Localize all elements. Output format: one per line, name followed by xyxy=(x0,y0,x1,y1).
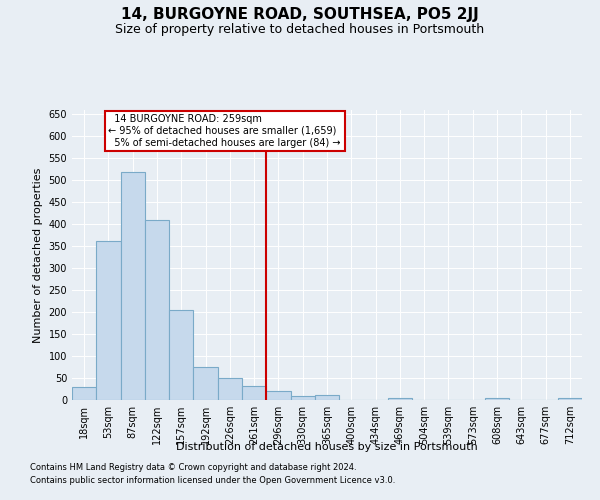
Bar xyxy=(315,394,339,400)
Bar xyxy=(72,387,96,400)
Bar xyxy=(242,386,266,400)
Bar xyxy=(218,378,242,400)
Text: Size of property relative to detached houses in Portsmouth: Size of property relative to detached ho… xyxy=(115,22,485,36)
Text: 14 BURGOYNE ROAD: 259sqm  
← 95% of detached houses are smaller (1,659)
  5% of : 14 BURGOYNE ROAD: 259sqm ← 95% of detach… xyxy=(109,114,341,148)
Bar xyxy=(485,398,509,400)
Bar xyxy=(388,398,412,400)
Text: 14, BURGOYNE ROAD, SOUTHSEA, PO5 2JJ: 14, BURGOYNE ROAD, SOUTHSEA, PO5 2JJ xyxy=(121,8,479,22)
Bar xyxy=(169,310,193,400)
Bar xyxy=(96,241,121,400)
Text: Distribution of detached houses by size in Portsmouth: Distribution of detached houses by size … xyxy=(176,442,478,452)
Bar xyxy=(193,367,218,400)
Bar xyxy=(266,391,290,400)
Bar xyxy=(121,172,145,400)
Y-axis label: Number of detached properties: Number of detached properties xyxy=(33,168,43,342)
Bar xyxy=(145,220,169,400)
Bar xyxy=(290,396,315,400)
Bar xyxy=(558,398,582,400)
Text: Contains public sector information licensed under the Open Government Licence v3: Contains public sector information licen… xyxy=(30,476,395,485)
Text: Contains HM Land Registry data © Crown copyright and database right 2024.: Contains HM Land Registry data © Crown c… xyxy=(30,464,356,472)
